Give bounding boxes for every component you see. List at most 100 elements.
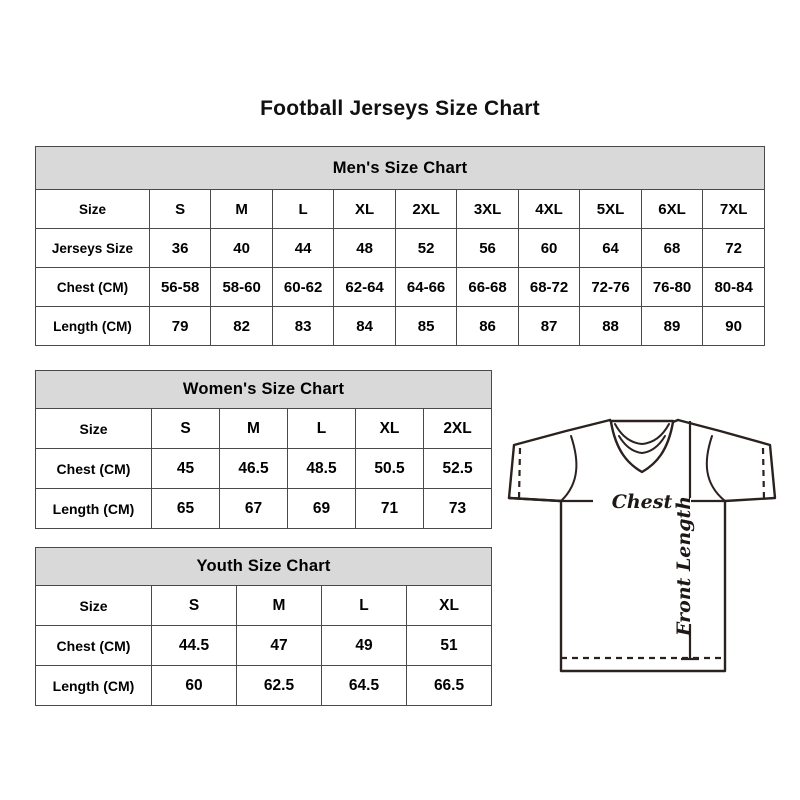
table-cell: 83 [271,306,335,346]
neck-inner-rib-2 [618,435,666,455]
chest-measure-label: Chest [612,491,673,513]
mens-size-xl: XL [333,189,396,229]
table-cell: 60 [151,665,237,706]
table-cell: 87 [517,306,581,346]
row-label-chest-cm: Chest (CM) [35,267,150,307]
table-cell: 86 [456,306,519,346]
table-row: Length (CM) 79 82 83 84 85 86 87 88 89 9… [35,306,765,346]
table-cell: 73 [422,488,493,529]
table-cell: 44 [271,228,335,268]
youth-size-l: L [321,585,407,626]
table-header-band-row: Women's Size Chart [34,370,493,409]
table-cell: 56-58 [148,267,212,307]
youth-size-chart-heading: Youth Size Chart [34,547,493,586]
table-cell: 44.5 [151,625,237,666]
womens-size-chart-table: Women's Size Chart Size S M L XL 2XL Che… [34,370,493,529]
row-label-size: Size [35,585,152,626]
womens-size-m: M [219,408,288,449]
table-row: Chest (CM) 56-58 58-60 60-62 62-64 64-66… [35,267,765,307]
left-sleeve-dashed-hem [517,447,522,501]
table-cell: 49 [321,625,407,666]
table-cell: 40 [210,228,273,268]
row-label-jerseys-size: Jerseys Size [35,228,150,268]
table-row: Chest (CM) 44.5 47 49 51 [35,625,493,666]
table-cell: 36 [148,228,212,268]
table-cell: 66.5 [405,665,493,706]
right-sleeve-dashed-hem [761,447,766,501]
table-cell: 79 [148,306,212,346]
mens-size-5xl: 5XL [579,189,642,229]
womens-size-2xl: 2XL [422,408,493,449]
right-sleeve-outline [676,418,777,503]
right-armhole-curve [705,435,726,502]
mens-size-2xl: 2XL [394,189,458,229]
table-row: Chest (CM) 45 46.5 48.5 50.5 52.5 [35,448,493,489]
youth-size-s: S [151,585,237,626]
row-label-chest-cm: Chest (CM) [35,625,152,666]
table-cell: 46.5 [219,448,288,489]
table-cell: 90 [702,306,765,346]
row-label-length-cm: Length (CM) [35,665,152,706]
table-cell: 65 [151,488,220,529]
row-label-length-cm: Length (CM) [35,306,150,346]
row-label-length-cm: Length (CM) [35,488,152,529]
table-cell: 68 [640,228,704,268]
mens-size-m: M [210,189,273,229]
table-row: Jerseys Size 36 40 44 48 52 56 60 64 68 … [35,228,765,268]
mens-size-7xl: 7XL [702,189,765,229]
table-cell: 85 [394,306,458,346]
table-cell: 68-72 [517,267,581,307]
table-cell: 66-68 [456,267,519,307]
womens-size-chart-heading: Women's Size Chart [34,370,493,409]
table-cell: 84 [333,306,396,346]
table-cell: 58-60 [210,267,273,307]
table-cell: 64.5 [321,665,407,706]
table-cell: 67 [219,488,288,529]
table-cell: 72-76 [579,267,642,307]
table-row: Size S M L XL 2XL [35,408,493,449]
youth-size-xl: XL [405,585,493,626]
table-header-band-row: Youth Size Chart [34,547,493,586]
table-cell: 45 [151,448,220,489]
table-row: Length (CM) 65 67 69 71 73 [35,488,493,529]
mens-size-l: L [271,189,335,229]
table-cell: 76-80 [640,267,704,307]
table-cell: 62-64 [333,267,396,307]
mens-size-6xl: 6XL [640,189,704,229]
row-label-size: Size [35,189,150,229]
row-label-chest-cm: Chest (CM) [35,448,152,489]
mens-size-chart-heading: Men's Size Chart [35,146,765,190]
table-cell: 60-62 [271,267,335,307]
table-cell: 69 [287,488,356,529]
table-cell: 64 [579,228,642,268]
mens-size-3xl: 3XL [456,189,519,229]
left-sleeve-hem-edge [507,496,563,503]
mens-size-chart-table: Men's Size Chart Size S M L XL 2XL 3XL 4… [35,146,765,346]
row-label-size: Size [35,408,152,449]
table-row: Size S M L XL [35,585,493,626]
shirt-body-outline [559,499,727,673]
womens-size-s: S [151,408,220,449]
table-cell: 51 [405,625,493,666]
table-cell: 56 [456,228,519,268]
tshirt-measurement-diagram: Chest Front Length [498,388,786,684]
table-cell: 64-66 [394,267,458,307]
womens-size-l: L [287,408,356,449]
table-cell: 48.5 [287,448,356,489]
table-header-band-row: Men's Size Chart [35,146,765,190]
mens-size-s: S [148,189,212,229]
womens-size-xl: XL [355,408,424,449]
table-cell: 82 [210,306,273,346]
table-cell: 50.5 [355,448,424,489]
table-cell: 47 [236,625,322,666]
table-row: Size S M L XL 2XL 3XL 4XL 5XL 6XL 7XL [35,189,765,229]
table-cell: 89 [640,306,704,346]
page-title: Football Jerseys Size Chart [260,97,540,120]
mens-size-4xl: 4XL [517,189,581,229]
table-cell: 72 [702,228,765,268]
left-armhole-curve [560,435,578,502]
youth-size-m: M [236,585,322,626]
table-cell: 80-84 [702,267,765,307]
table-cell: 48 [333,228,396,268]
youth-size-chart-table: Youth Size Chart Size S M L XL Chest (CM… [34,547,493,706]
